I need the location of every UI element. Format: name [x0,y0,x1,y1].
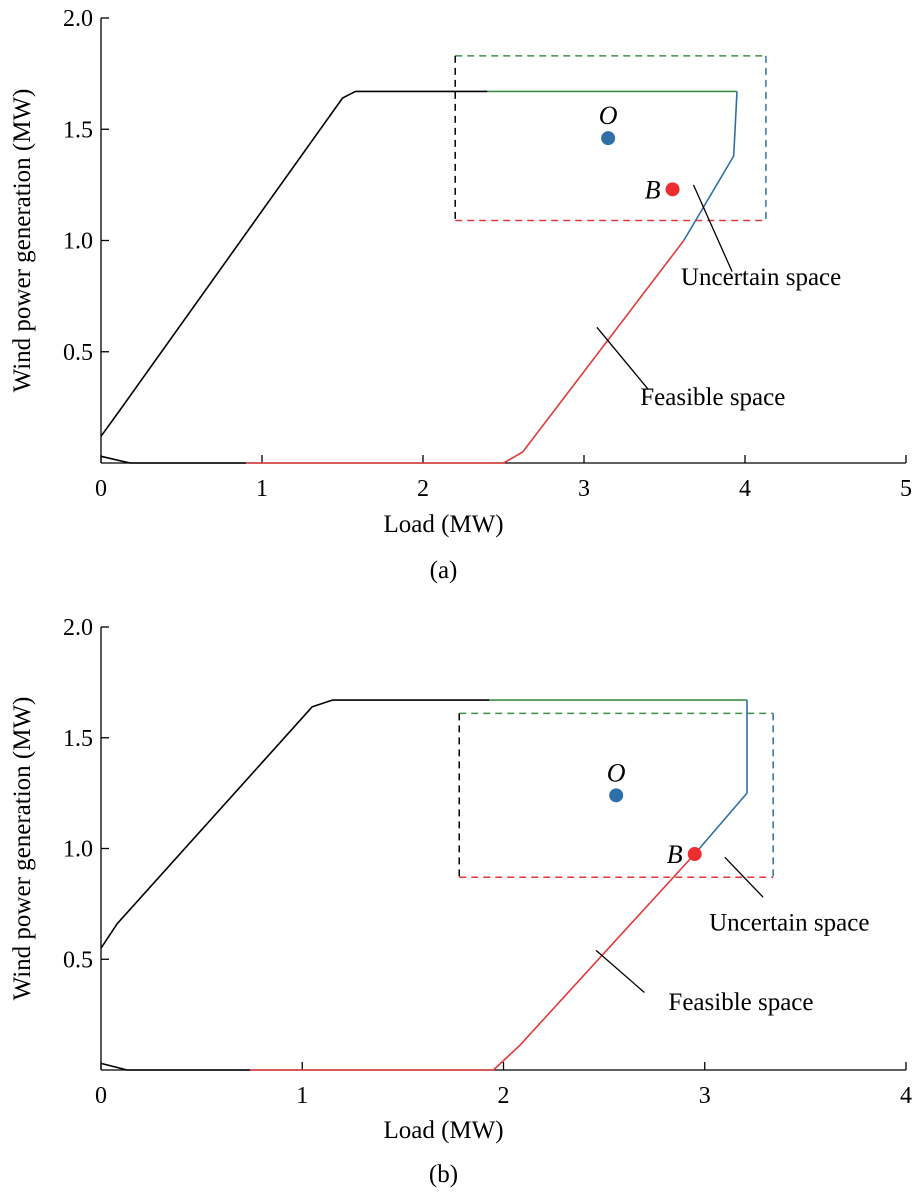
point-B-marker [665,182,680,197]
boundary-series-blue [683,91,738,241]
panel-b: 0 1 2 3 4 0.5 1.0 1.5 2.0 Load (MW) Wind power gen… [9,615,912,1188]
x-tick-label: 1 [256,476,268,502]
x-axis-label: Load (MW) [383,511,503,538]
point-O-label: O [607,758,626,787]
x-axis-label: Load (MW) [383,1117,503,1144]
annotation-label: Feasible space [640,384,785,411]
annotation-leader-line [724,856,764,898]
y-tick-label: 1.5 [63,726,93,752]
x-tick-label: 2 [417,476,429,502]
boundary-series-blue [694,700,748,855]
annotation-label: Uncertain space [681,264,841,291]
y-tick-label: 2.0 [63,615,93,641]
boundary-series-black [100,90,488,437]
annotation-label: Feasible space [668,989,813,1016]
y-tick-label: 1.0 [63,229,93,255]
x-tick-label: 4 [739,476,751,502]
x-tick-label: 5 [900,476,912,502]
panel-caption: (b) [429,1161,458,1188]
y-axis-label: Wind power generation (MW) [9,697,36,1001]
y-tick-label: 1.5 [63,117,93,143]
x-tick-label: 2 [498,1083,510,1109]
point-O-marker [601,131,616,146]
x-tick-label: 0 [95,476,107,502]
point-B-label: B [645,175,661,204]
x-tick-label: 3 [578,476,590,502]
y-axis-label: Wind power generation (MW) [9,89,36,393]
annotation-leader-line [692,184,733,272]
annotation-leader-line [595,949,645,993]
y-tick-label: 2.0 [63,6,93,32]
x-tick-label: 4 [900,1083,912,1109]
point-B-marker [687,847,702,862]
point-B-label: B [667,840,683,869]
annotation-label: Uncertain space [709,909,869,936]
boundary-series-red [249,853,696,1071]
x-tick-label: 1 [296,1083,308,1109]
point-O-marker [609,788,624,803]
panel-caption: (a) [430,557,458,584]
boundary-series-black [100,1062,250,1071]
y-tick-label: 0.5 [63,947,93,973]
boundary-series-black [100,455,246,464]
boundary-series-black [100,699,490,949]
y-tick-label: 1.0 [63,837,93,863]
point-O-label: O [599,101,618,130]
boundary-series-red [245,240,685,464]
annotation-leader-line [596,326,649,390]
y-tick-label: 0.5 [63,340,93,366]
x-tick-label: 0 [95,1083,107,1109]
x-tick-label: 3 [699,1083,711,1109]
panel-a: 0 1 2 3 4 5 0.5 1.0 1.5 2.0 Load (MW) Wind power ge… [9,6,912,584]
